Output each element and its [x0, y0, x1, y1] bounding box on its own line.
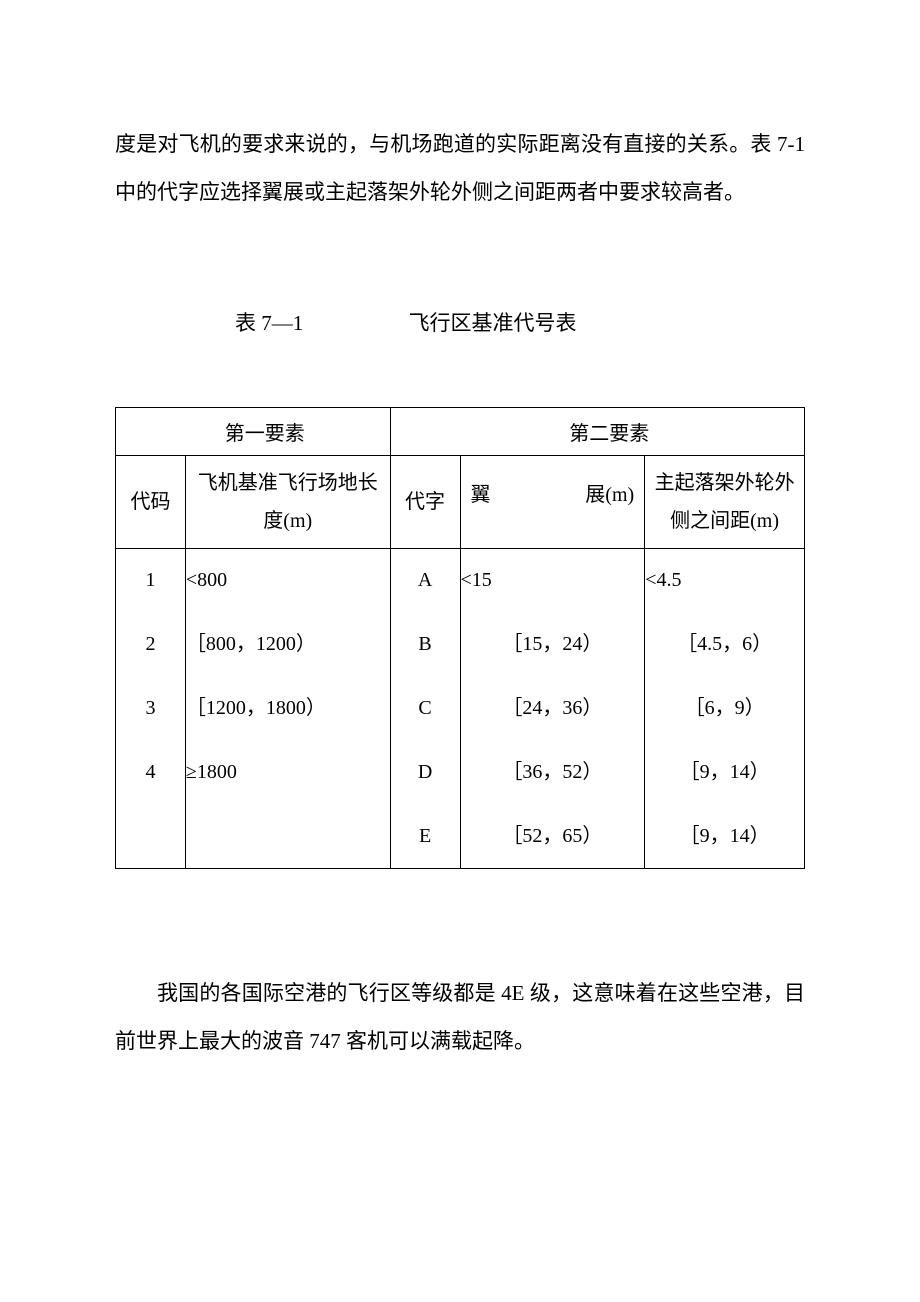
cell-letter: B — [390, 612, 460, 676]
cell-letter: A — [390, 548, 460, 612]
table-caption-label: 表 7—1 — [235, 307, 303, 337]
table-group-header-row: 第一要素 第二要素 — [116, 407, 805, 455]
cell-gear: <4.5 — [645, 548, 805, 612]
cell-span: ［52，65） — [460, 804, 645, 868]
cell-code — [116, 804, 186, 868]
col-code-header: 代码 — [116, 455, 186, 548]
cell-span: ［36，52） — [460, 740, 645, 804]
outro-paragraph: 我国的各国际空港的飞行区等级都是 4E 级，这意味着在这些空港，目前世界上最大的… — [115, 969, 805, 1066]
table-column-header-row: 代码 飞机基准飞行场地长度(m) 代字 翼 展(m) 主起落架外轮外侧之间距(m… — [116, 455, 805, 548]
table-row: E ［52，65） ［9，14） — [116, 804, 805, 868]
cell-span: <15 — [460, 548, 645, 612]
reference-code-table: 第一要素 第二要素 代码 飞机基准飞行场地长度(m) 代字 翼 展(m) 主起落… — [115, 407, 805, 869]
table-body: 1 <800 A <15 <4.5 2 ［800，1200） B ［15，24）… — [116, 548, 805, 868]
cell-length: <800 — [185, 548, 390, 612]
cell-code: 1 — [116, 548, 186, 612]
cell-code: 2 — [116, 612, 186, 676]
group2-header: 第二要素 — [390, 407, 804, 455]
table-row: 3 ［1200，1800） C ［24，36） ［6，9） — [116, 676, 805, 740]
cell-span: ［24，36） — [460, 676, 645, 740]
table-row: 1 <800 A <15 <4.5 — [116, 548, 805, 612]
document-page: 度是对飞机的要求来说的，与机场跑道的实际距离没有直接的关系。表 7-1 中的代字… — [0, 0, 920, 1302]
cell-letter: D — [390, 740, 460, 804]
group1-header: 第一要素 — [116, 407, 391, 455]
cell-code: 4 — [116, 740, 186, 804]
cell-letter: E — [390, 804, 460, 868]
cell-length: ≥1800 — [185, 740, 390, 804]
intro-paragraph: 度是对飞机的要求来说的，与机场跑道的实际距离没有直接的关系。表 7-1 中的代字… — [115, 120, 805, 217]
cell-span: ［15，24） — [460, 612, 645, 676]
table-row: 2 ［800，1200） B ［15，24） ［4.5，6） — [116, 612, 805, 676]
col-letter-header: 代字 — [390, 455, 460, 548]
col-wingspan-header: 翼 展(m) — [460, 455, 645, 548]
cell-gear: ［9，14） — [645, 804, 805, 868]
cell-length: ［1200，1800） — [185, 676, 390, 740]
col-gear-header: 主起落架外轮外侧之间距(m) — [645, 455, 805, 548]
table-caption: 表 7—1 飞行区基准代号表 — [115, 307, 805, 337]
table-caption-title: 飞行区基准代号表 — [409, 307, 577, 337]
cell-length: ［800，1200） — [185, 612, 390, 676]
table-row: 4 ≥1800 D ［36，52） ［9，14） — [116, 740, 805, 804]
cell-gear: ［6，9） — [645, 676, 805, 740]
cell-gear: ［9，14） — [645, 740, 805, 804]
cell-code: 3 — [116, 676, 186, 740]
col-length-header: 飞机基准飞行场地长度(m) — [185, 455, 390, 548]
cell-letter: C — [390, 676, 460, 740]
cell-length — [185, 804, 390, 868]
cell-gear: ［4.5，6） — [645, 612, 805, 676]
